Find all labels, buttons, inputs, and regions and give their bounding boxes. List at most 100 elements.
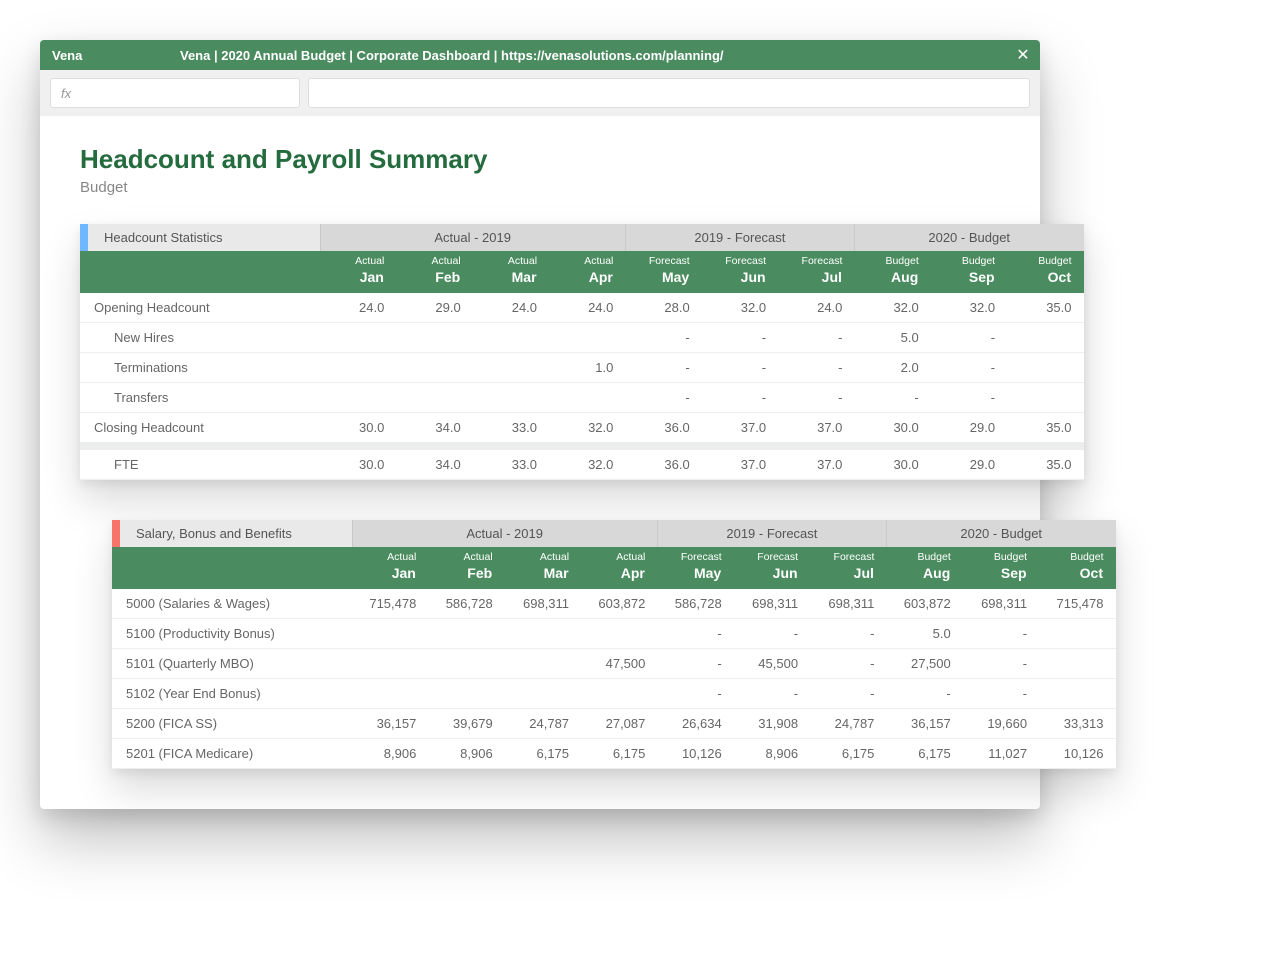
cell[interactable]: 715,478 [352,589,428,619]
cell[interactable] [396,383,472,413]
cell[interactable]: - [702,323,778,353]
cell[interactable]: - [657,679,733,709]
cell[interactable]: 5.0 [854,323,930,353]
cell[interactable]: - [625,383,701,413]
cell[interactable]: 698,311 [810,589,886,619]
formula-input[interactable] [308,78,1030,108]
cell[interactable]: - [810,619,886,649]
cell[interactable]: 28.0 [625,293,701,323]
cell[interactable]: - [931,383,1007,413]
cell[interactable]: 29.0 [396,293,472,323]
cell[interactable]: - [810,649,886,679]
cell[interactable]: 32.0 [549,413,625,447]
cell[interactable]: 10,126 [657,739,733,769]
cell[interactable]: 32.0 [931,293,1007,323]
cell[interactable]: 10,126 [1039,739,1115,769]
cell[interactable] [581,679,657,709]
cell[interactable]: 24,787 [505,709,581,739]
cell[interactable]: 35.0 [1007,293,1083,323]
cell[interactable]: - [854,383,930,413]
cell[interactable] [505,649,581,679]
cell[interactable]: 2.0 [854,353,930,383]
cell[interactable]: - [734,679,810,709]
cell[interactable]: 45,500 [734,649,810,679]
cell[interactable]: 32.0 [854,293,930,323]
cell[interactable]: 11,027 [963,739,1039,769]
cell[interactable]: 36,157 [886,709,962,739]
fx-label[interactable]: fx [50,78,300,108]
cell[interactable]: 39,679 [428,709,504,739]
cell[interactable]: 715,478 [1039,589,1115,619]
cell[interactable]: - [963,619,1039,649]
cell[interactable]: 37.0 [778,413,854,447]
cell[interactable]: 30.0 [854,446,930,480]
cell[interactable] [428,649,504,679]
cell[interactable]: 36.0 [625,413,701,447]
cell[interactable]: - [810,679,886,709]
cell[interactable]: 24.0 [549,293,625,323]
cell[interactable]: 35.0 [1007,446,1083,480]
cell[interactable]: 24.0 [778,293,854,323]
cell[interactable]: 8,906 [428,739,504,769]
cell[interactable]: - [702,353,778,383]
cell[interactable]: 30.0 [320,446,396,480]
cell[interactable] [320,353,396,383]
cell[interactable]: 19,660 [963,709,1039,739]
cell[interactable]: - [625,323,701,353]
cell[interactable]: - [657,619,733,649]
cell[interactable]: - [931,353,1007,383]
cell[interactable] [352,649,428,679]
cell[interactable]: 30.0 [854,413,930,447]
cell[interactable] [396,323,472,353]
cell[interactable]: 30.0 [320,413,396,447]
cell[interactable]: 1.0 [549,353,625,383]
cell[interactable]: 24.0 [473,293,549,323]
cell[interactable] [1007,353,1083,383]
cell[interactable]: 6,175 [886,739,962,769]
cell[interactable]: 34.0 [396,413,472,447]
cell[interactable]: 33.0 [473,413,549,447]
cell[interactable]: - [625,353,701,383]
cell[interactable]: - [778,323,854,353]
cell[interactable]: - [702,383,778,413]
cell[interactable] [1039,679,1115,709]
cell[interactable] [320,323,396,353]
cell[interactable] [473,383,549,413]
cell[interactable]: 29.0 [931,446,1007,480]
cell[interactable] [1039,619,1115,649]
cell[interactable] [549,383,625,413]
cell[interactable]: 698,311 [505,589,581,619]
cell[interactable] [396,353,472,383]
cell[interactable]: 24.0 [320,293,396,323]
close-icon[interactable]: ✕ [1006,45,1040,65]
cell[interactable] [352,679,428,709]
cell[interactable]: 27,500 [886,649,962,679]
cell[interactable]: - [778,383,854,413]
cell[interactable]: 36.0 [625,446,701,480]
cell[interactable]: 37.0 [778,446,854,480]
cell[interactable]: 8,906 [352,739,428,769]
cell[interactable]: 8,906 [734,739,810,769]
cell[interactable]: 6,175 [810,739,886,769]
cell[interactable]: 586,728 [657,589,733,619]
cell[interactable]: 27,087 [581,709,657,739]
cell[interactable] [320,383,396,413]
cell[interactable]: 6,175 [505,739,581,769]
cell[interactable]: 32.0 [702,293,778,323]
cell[interactable]: 24,787 [810,709,886,739]
cell[interactable] [1007,323,1083,353]
cell[interactable]: - [963,649,1039,679]
cell[interactable]: 698,311 [963,589,1039,619]
cell[interactable]: 33.0 [473,446,549,480]
cell[interactable]: - [657,649,733,679]
cell[interactable]: - [963,679,1039,709]
cell[interactable]: 26,634 [657,709,733,739]
cell[interactable]: 586,728 [428,589,504,619]
cell[interactable]: - [734,619,810,649]
cell[interactable] [549,323,625,353]
cell[interactable] [505,679,581,709]
cell[interactable]: 29.0 [931,413,1007,447]
cell[interactable] [473,323,549,353]
cell[interactable] [1007,383,1083,413]
cell[interactable] [505,619,581,649]
